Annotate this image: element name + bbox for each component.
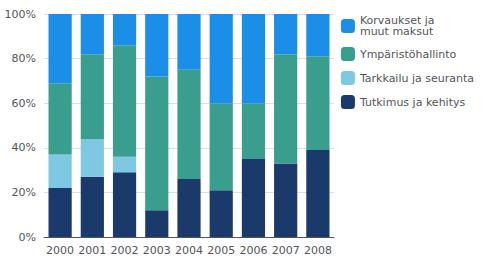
svg-text:2005: 2005: [207, 244, 235, 257]
svg-text:2008: 2008: [304, 244, 332, 257]
svg-text:Tarkkailu ja seuranta: Tarkkailu ja seuranta: [359, 72, 474, 85]
svg-text:2003: 2003: [143, 244, 171, 257]
svg-text:100%: 100%: [5, 8, 36, 21]
svg-text:0%: 0%: [19, 231, 36, 244]
svg-text:60%: 60%: [12, 97, 36, 110]
svg-text:Korvaukset ja: Korvaukset ja: [359, 14, 435, 27]
svg-text:2000: 2000: [46, 244, 74, 257]
svg-text:20%: 20%: [12, 186, 36, 199]
svg-text:2001: 2001: [78, 244, 106, 257]
svg-text:Tutkimus ja kehitys: Tutkimus ja kehitys: [359, 96, 466, 109]
svg-text:40%: 40%: [12, 141, 36, 154]
svg-text:80%: 80%: [12, 52, 36, 65]
svg-text:Ympäristöhallinto: Ympäristöhallinto: [359, 48, 457, 61]
svg-text:2006: 2006: [239, 244, 267, 257]
svg-text:2002: 2002: [111, 244, 139, 257]
svg-text:2004: 2004: [175, 244, 203, 257]
svg-text:muut maksut: muut maksut: [360, 25, 434, 38]
svg-text:2007: 2007: [272, 244, 300, 257]
